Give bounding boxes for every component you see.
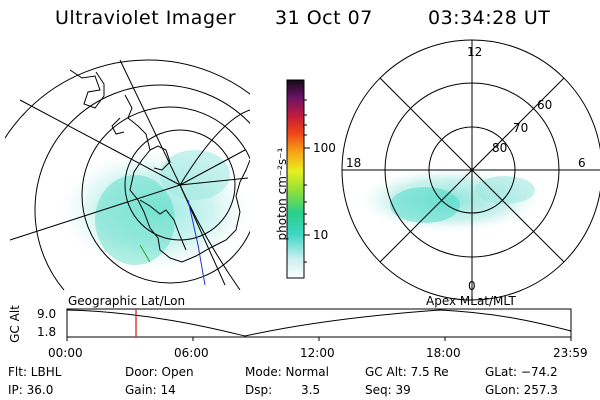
altitude-tick-high: 9.0 [37,307,57,321]
geographic-map [5,59,250,290]
time-tick-0000: 00:00 [48,346,83,360]
polar-aurora-patch [475,176,535,204]
info-mode: Mode: Normal [245,365,329,379]
observation-date: 31 Oct 07 [275,7,373,29]
altitude-axis-title: GC Alt [8,305,22,343]
info-gain: Gain: 14 [125,383,176,397]
geo-magnetic-meridian [187,199,206,286]
colorbar-label-100: 100 [313,141,336,155]
mlt-label-6: 6 [578,156,586,170]
info-seq: Seq: 39 [365,383,411,397]
info-ip: IP: 36.0 [8,383,54,397]
geo-aurora-patch [160,150,230,200]
altitude-tick-low: 1.8 [37,325,57,339]
colorbar-unit-label: photon cm⁻²s⁻¹ [275,147,289,241]
info-dsp-label: Dsp: [245,383,273,397]
colorbar-minor-ticks [304,99,307,263]
colorbar-label-10: 10 [313,228,329,242]
mlt-label-18: 18 [346,156,362,170]
colorbar-gradient [286,79,305,279]
polar-aurora-core [390,187,460,223]
geo-longitude-grid [9,59,250,290]
info-glat: GLat: −74.2 [485,365,558,379]
altitude-strip-chart [66,308,572,341]
geo-terminator-segment [139,244,151,263]
lat-label-60: 60 [537,98,553,112]
observation-time: 03:34:28 UT [428,7,551,29]
polar-plot [341,39,600,301]
info-gc-alt: GC Alt: 7.5 Re [365,365,449,379]
mlt-label-12: 12 [467,45,483,59]
info-dsp-value: 3.5 [301,383,321,397]
colorbar [286,79,310,279]
altitude-curve [66,309,572,337]
map-title-geographic: Geographic Lat/Lon [68,294,186,308]
time-tick-1800: 18:00 [426,346,461,360]
time-tick-0600: 06:00 [174,346,209,360]
time-tick-2359: 23:59 [553,346,588,360]
geo-coastline [69,69,250,263]
geo-aurora-core [95,175,175,265]
geo-latitude-grid [5,59,250,290]
time-tick-1200: 12:00 [300,346,335,360]
info-filter: Flt: LBHL [8,365,62,379]
info-glon: GLon: 257.3 [485,383,558,397]
lat-label-70: 70 [513,121,529,135]
map-title-apex: Apex MLat/MLT [426,294,516,308]
polar-mlt-spokes [342,40,600,300]
info-door: Door: Open [125,365,194,379]
mlt-label-0: 0 [468,279,476,293]
lat-label-80: 80 [492,141,508,155]
instrument-title: Ultraviolet Imager [55,7,237,29]
altitude-x-ticks [66,337,572,341]
